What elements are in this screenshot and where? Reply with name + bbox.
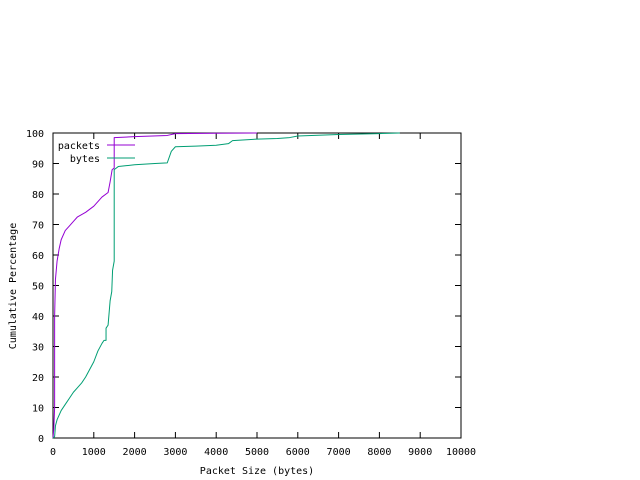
x-tick-label: 1000 [82,447,106,458]
x-tick-label: 3000 [163,447,187,458]
y-tick-label: 0 [38,434,44,445]
legend-label-bytes: bytes [70,154,100,165]
x-tick-label: 9000 [408,447,432,458]
y-tick-label: 70 [32,221,44,232]
x-tick-label: 6000 [286,447,310,458]
x-tick-label: 5000 [245,447,269,458]
x-axis-title: Packet Size (bytes) [200,466,314,477]
series-line-bytes [52,132,400,439]
x-tick-label: 2000 [123,447,147,458]
y-tick-label: 50 [32,282,44,293]
tick-labels-layer: 0 1000 2000 3000 4000 5000 6000 7000 8000 9000 100… [26,129,476,458]
y-tick-label: 100 [26,129,44,140]
ticks-layer [52,132,462,439]
legend-label-packets: packets [58,141,100,152]
y-tick-label: 40 [32,312,44,323]
legend: packets bytes [58,141,135,165]
y-tick-label: 20 [32,373,44,384]
x-tick-label: 10000 [446,447,476,458]
y-tick-label: 10 [32,404,44,415]
x-tick-label: 8000 [367,447,391,458]
y-tick-label: 80 [32,190,44,201]
x-tick-label: 4000 [204,447,228,458]
y-axis-title: Cumulative Percentage [8,223,19,349]
series-line-packets [52,132,258,439]
y-tick-label: 30 [32,343,44,354]
y-tick-label: 90 [32,160,44,171]
x-tick-label: 7000 [327,447,351,458]
y-tick-label: 60 [32,251,44,262]
x-tick-label: 0 [50,447,56,458]
series-layer [52,132,400,439]
